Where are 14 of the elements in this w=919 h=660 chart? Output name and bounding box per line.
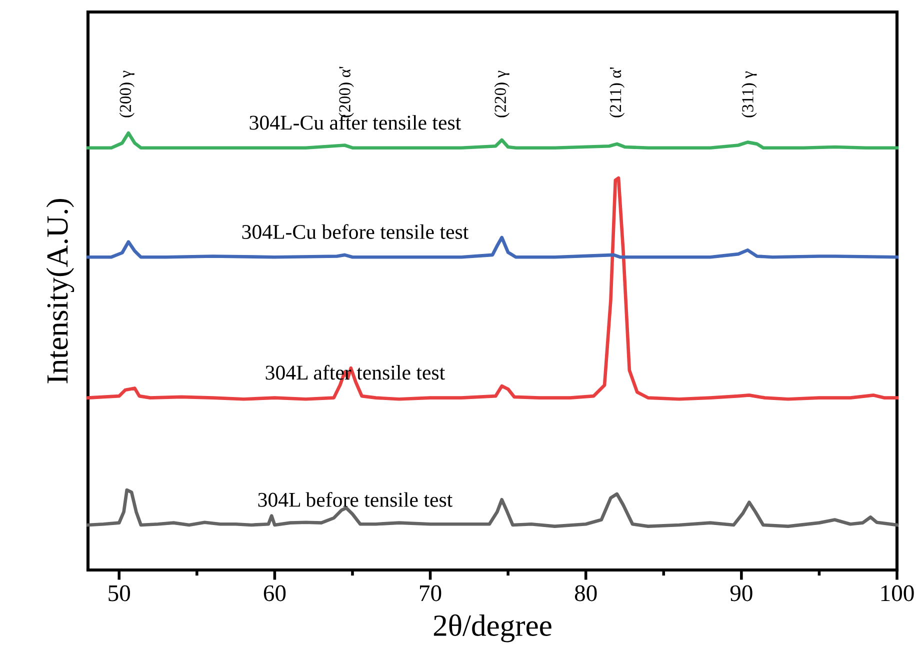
text: (200) γ [119,70,134,118]
series-label: 304L before tensile test [258,492,453,507]
x-tick-label: 50 [108,585,130,602]
text: (220) γ [494,70,510,118]
x-tick-label: 70 [420,585,442,602]
x-tick-label: 90 [730,585,752,602]
x-tick-label: 60 [264,585,286,602]
x-tick-label: 100 [881,585,914,602]
y-axis-title: Intensity(A.U.) [46,198,74,384]
x-axis-title: 2θ/degree [434,614,552,642]
x-tick-label: 80 [574,585,597,602]
text: (311) γ [742,71,757,118]
text: (211) α' [609,67,625,118]
series-label: 304L-Cu before tensile test [242,224,469,239]
